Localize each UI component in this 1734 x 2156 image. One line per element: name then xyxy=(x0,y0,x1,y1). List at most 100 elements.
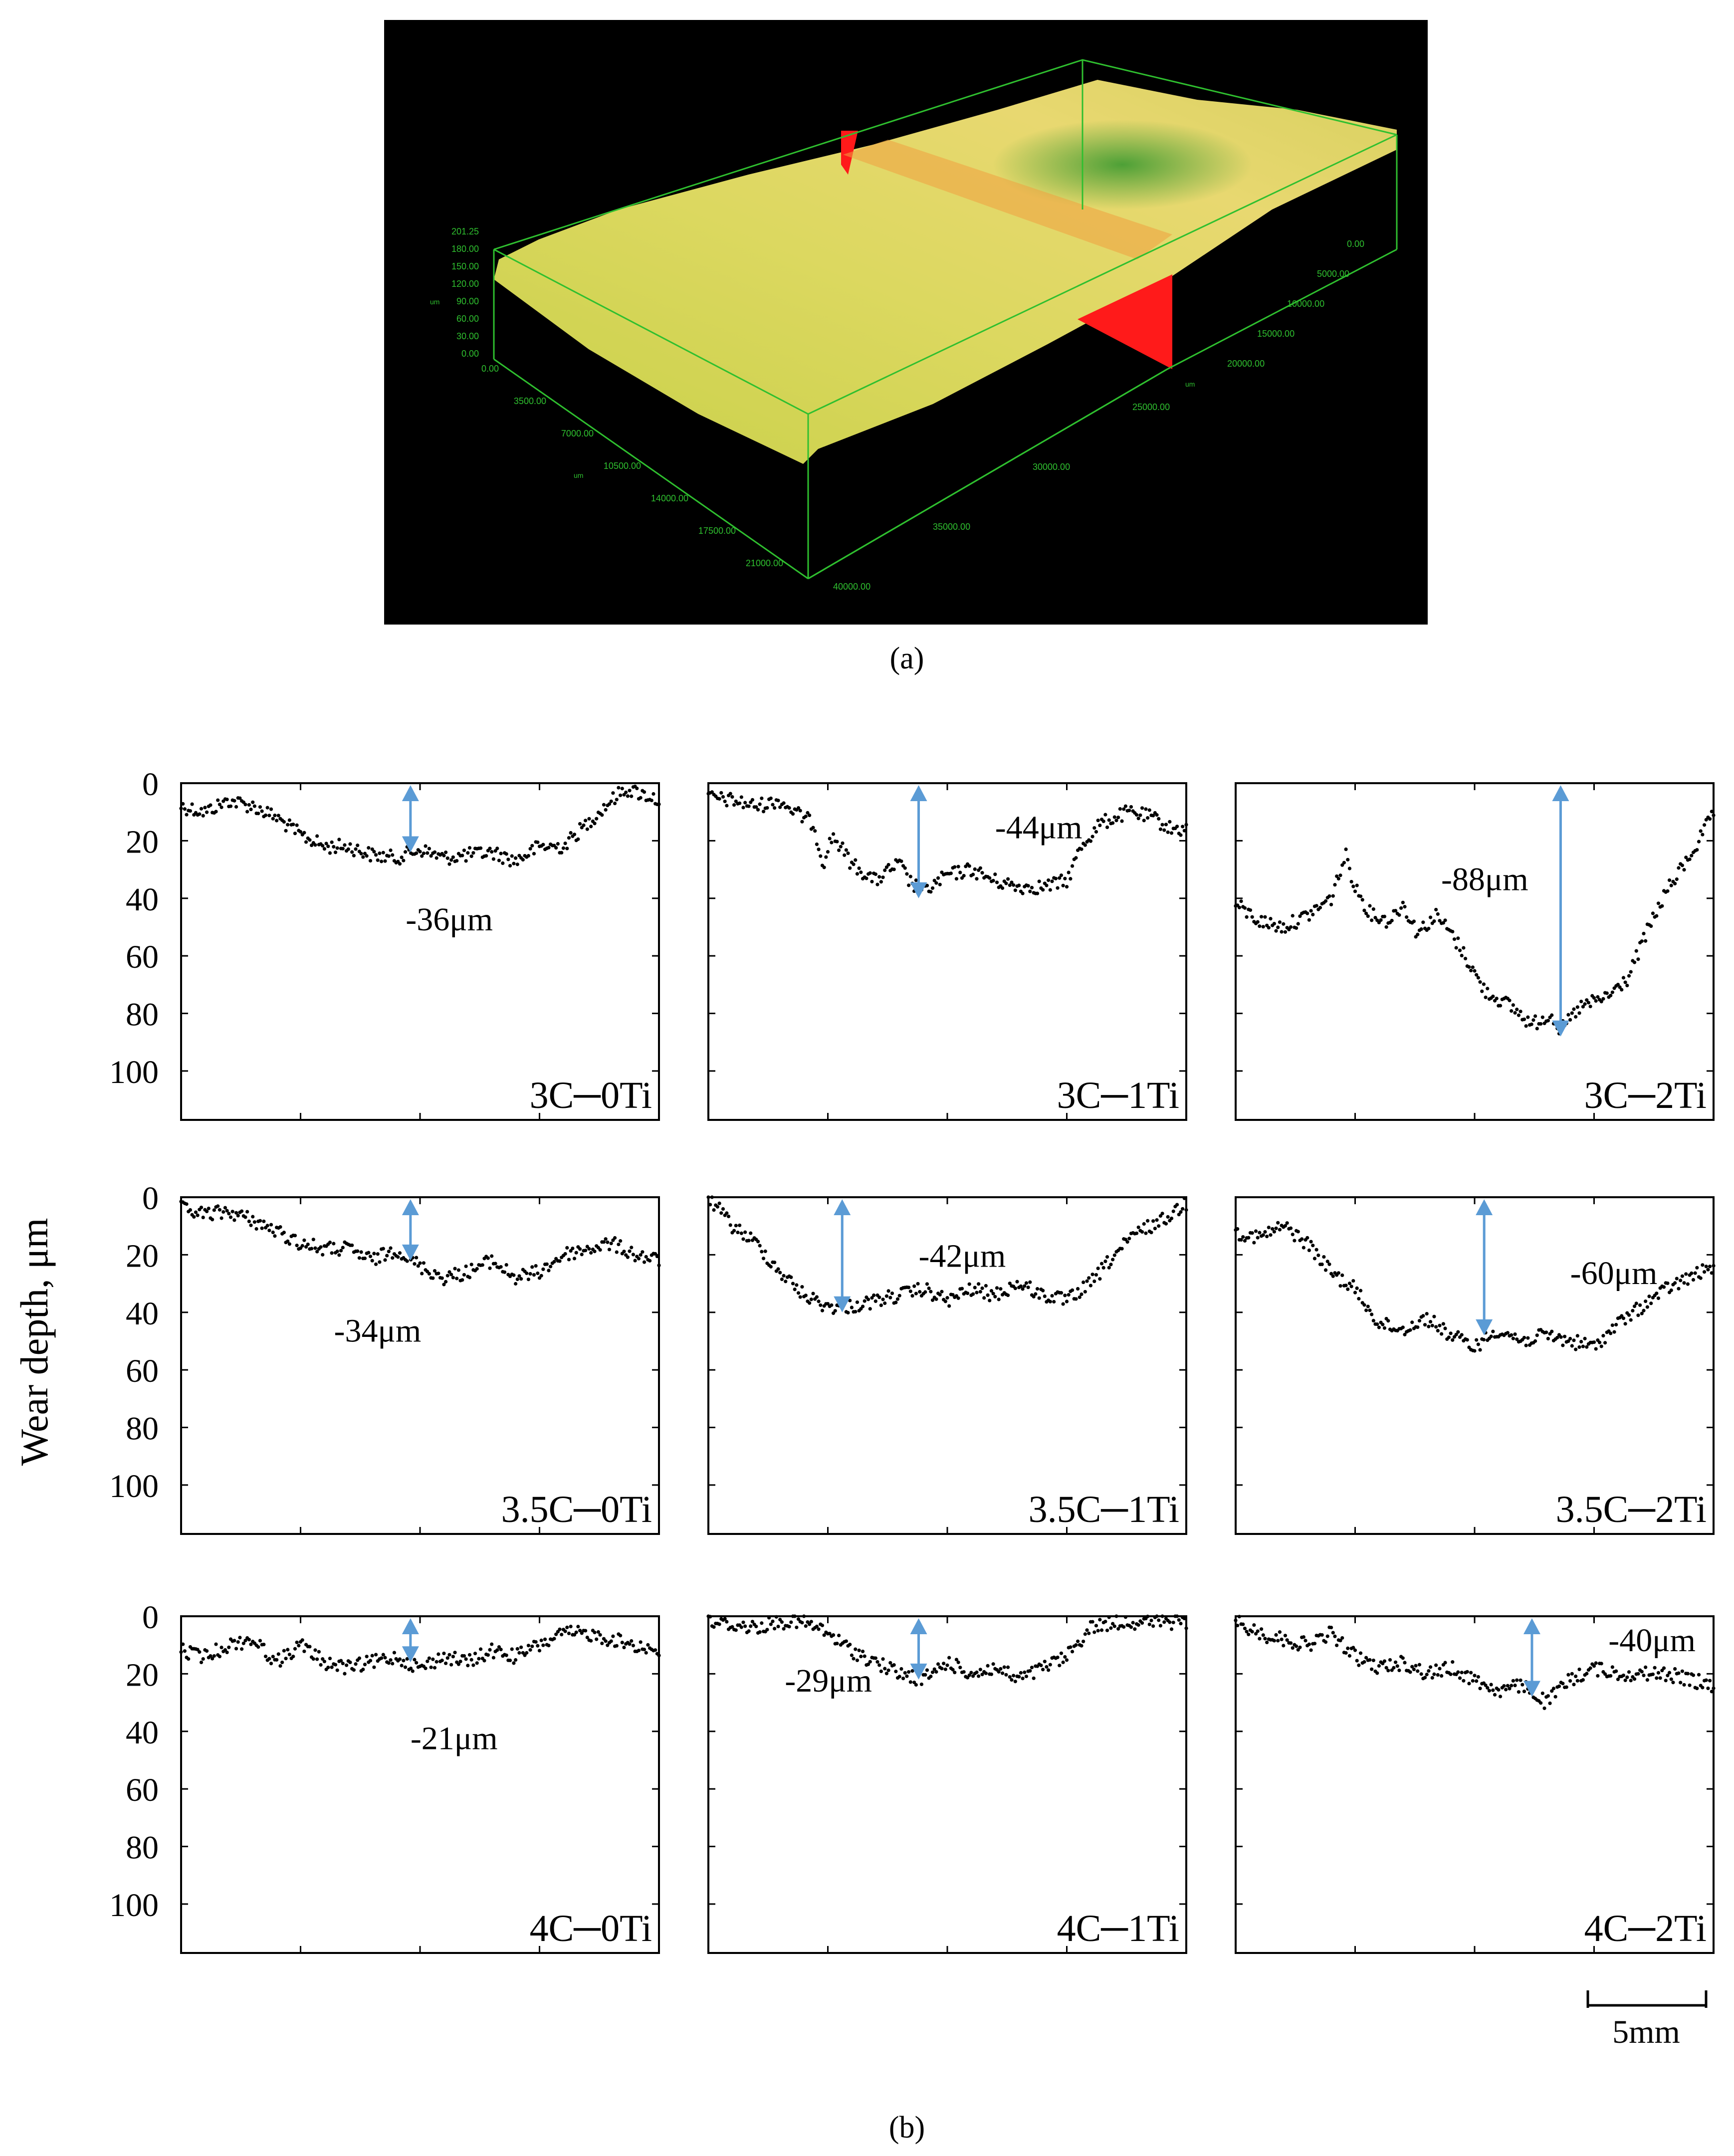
profile-point xyxy=(723,1617,727,1621)
profile-point xyxy=(756,1240,760,1244)
profile-point xyxy=(1175,1614,1179,1618)
profile-point xyxy=(398,1251,402,1255)
profile-point xyxy=(306,1242,310,1247)
profile-point xyxy=(565,847,569,851)
caption-b-text: (b) xyxy=(889,2111,925,2145)
profile-point xyxy=(1298,914,1302,918)
z-tick-label: 30.00 xyxy=(456,331,479,341)
profile-point xyxy=(525,1271,529,1276)
profile-point xyxy=(1390,918,1394,923)
profile-point xyxy=(1693,1271,1697,1275)
profile-point xyxy=(934,881,938,885)
profile-point xyxy=(1307,918,1311,922)
profile-point xyxy=(1579,1339,1583,1344)
profile-point xyxy=(1059,1291,1064,1295)
profile-point xyxy=(1540,1015,1544,1019)
profile-point xyxy=(642,790,647,794)
profile-point xyxy=(345,1663,349,1667)
profile-point xyxy=(1120,1247,1124,1251)
profile-point xyxy=(1478,1348,1482,1352)
profile-point xyxy=(1090,1620,1094,1624)
profile-point xyxy=(631,1253,636,1257)
profile-point xyxy=(273,1234,277,1238)
profile-point xyxy=(1107,818,1111,822)
profile-point xyxy=(804,1294,808,1297)
profile-point xyxy=(1675,1277,1679,1281)
profile-point xyxy=(1513,1684,1517,1688)
profile-point xyxy=(1511,1003,1515,1007)
profile-point xyxy=(1070,1650,1075,1654)
profile-point xyxy=(943,1299,947,1303)
profile-point xyxy=(295,1244,299,1248)
profile-point xyxy=(1518,1009,1522,1014)
profile-point xyxy=(773,806,777,810)
profile-point xyxy=(940,1290,944,1294)
profile-point xyxy=(434,856,438,860)
profile-point xyxy=(749,1231,753,1235)
profile-point xyxy=(1677,1287,1681,1291)
profile-point xyxy=(1682,1281,1686,1285)
profile-point xyxy=(1699,1276,1703,1280)
profile-point xyxy=(418,850,422,854)
profile-point xyxy=(326,1665,330,1670)
profile-point xyxy=(1515,1337,1519,1341)
profile-point xyxy=(1572,1338,1576,1342)
profile-point xyxy=(606,1240,610,1244)
profile-point xyxy=(1484,1683,1488,1687)
profile-point xyxy=(929,1674,933,1679)
y-tick-label: 20 xyxy=(126,1657,159,1693)
profile-point xyxy=(387,854,391,858)
panel-frame xyxy=(1235,782,1715,1121)
profile-point xyxy=(1375,1671,1379,1675)
profile-point xyxy=(1610,990,1614,994)
profile-point xyxy=(910,1294,914,1298)
profile-point xyxy=(1371,1658,1375,1663)
profile-point xyxy=(1311,1244,1315,1248)
profile-point xyxy=(1548,1701,1552,1706)
profile-point xyxy=(639,1253,643,1257)
profile-point xyxy=(866,1297,870,1301)
profile-point xyxy=(747,1629,751,1633)
profile-point xyxy=(225,1650,229,1655)
profile-point xyxy=(1112,1624,1116,1628)
profile-point xyxy=(1296,1230,1300,1234)
profile-point xyxy=(1054,876,1058,880)
profile-point xyxy=(333,851,338,855)
profile-point xyxy=(247,1638,251,1642)
profile-point xyxy=(1263,1637,1267,1641)
profile-point xyxy=(600,1641,604,1645)
profile-point xyxy=(1237,1615,1241,1619)
profile-point xyxy=(1265,1640,1269,1645)
profile-point xyxy=(1599,1000,1603,1004)
profile-point xyxy=(890,1291,894,1295)
profile-point xyxy=(1371,907,1375,911)
profile-point xyxy=(315,1657,319,1661)
profile-point xyxy=(895,1297,900,1301)
profile-point xyxy=(378,851,382,856)
profile-point xyxy=(508,1658,512,1663)
profile-point xyxy=(385,1254,389,1258)
profile-point xyxy=(1592,996,1596,1000)
profile-point xyxy=(951,1668,955,1672)
profile-point xyxy=(521,858,525,862)
profile-point xyxy=(1314,1248,1318,1252)
profile-point xyxy=(478,1647,483,1651)
profile-point xyxy=(953,1671,957,1675)
profile-point xyxy=(619,793,623,797)
profile-point xyxy=(1401,900,1405,904)
profile-point xyxy=(940,1667,944,1671)
profile-point xyxy=(789,1620,793,1624)
profile-point xyxy=(1368,1658,1372,1662)
profile-point xyxy=(205,1649,209,1653)
profile-point xyxy=(897,1294,901,1297)
profile-point xyxy=(1241,1235,1245,1239)
profile-point xyxy=(831,832,836,836)
profile-point xyxy=(1475,973,1479,977)
profile-point xyxy=(613,801,617,806)
profile-point xyxy=(1256,1236,1260,1240)
profile-point xyxy=(1296,1648,1300,1652)
profile-point xyxy=(1704,1265,1708,1269)
profile-point xyxy=(1449,1672,1453,1676)
profile-point xyxy=(1120,819,1124,823)
profile-point xyxy=(1638,1303,1642,1307)
